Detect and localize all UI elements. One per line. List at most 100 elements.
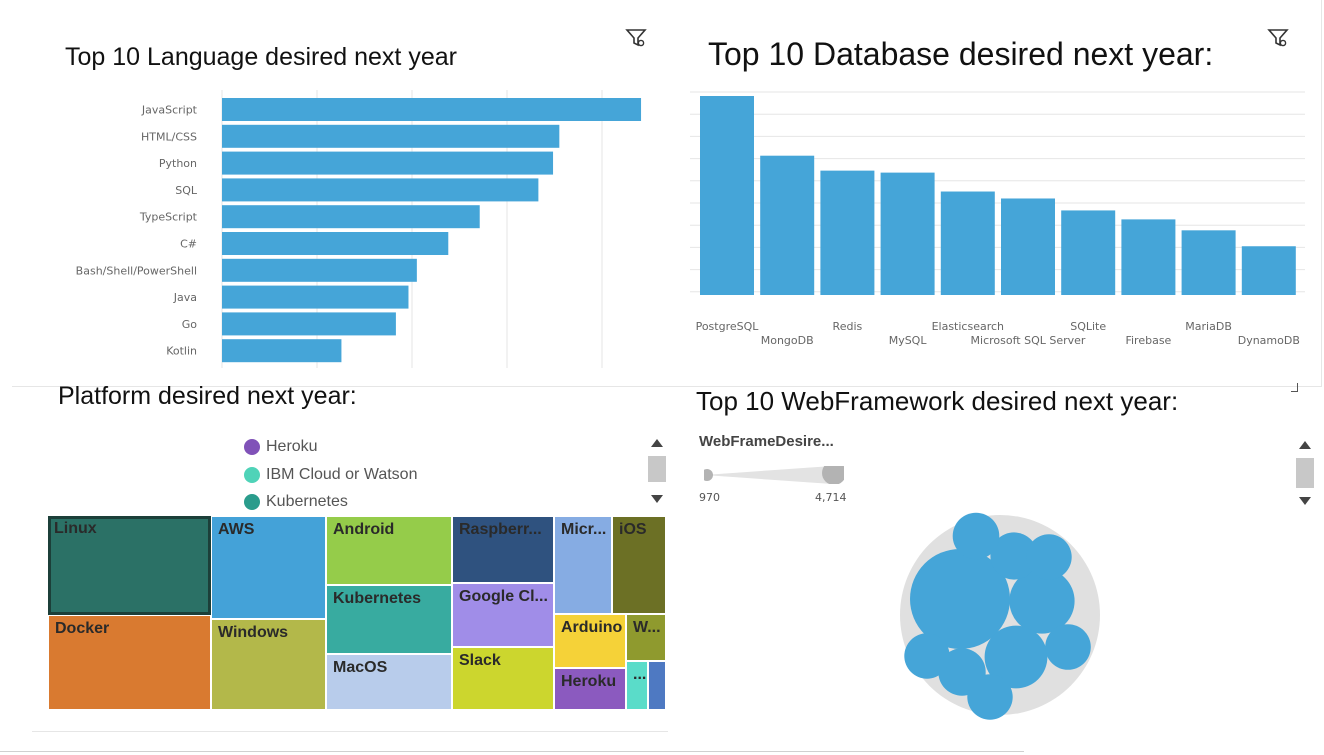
treemap-cell[interactable]: ...	[626, 661, 648, 710]
bar[interactable]	[1001, 198, 1055, 295]
bubble-legend-scrollbar[interactable]	[1295, 432, 1315, 512]
category-label: MongoDB	[761, 334, 814, 347]
treemap-cell[interactable]: Heroku	[554, 668, 626, 710]
scroll-up-icon[interactable]	[1299, 441, 1311, 449]
category-label: C#	[180, 238, 197, 251]
bar[interactable]	[1121, 219, 1176, 295]
scroll-thumb[interactable]	[1296, 458, 1314, 488]
platform-legend: Heroku IBM Cloud or Watson Kubernetes	[244, 436, 644, 512]
bubble[interactable]	[952, 512, 1000, 560]
treemap-cell[interactable]: Slack	[452, 647, 554, 710]
database-chart-title: Top 10 Database desired next year:	[708, 36, 1214, 72]
platform-treemap: Linux Docker AWS Windows Android Kubernetes Ma…	[48, 516, 666, 710]
expand-corner-icon[interactable]	[1291, 383, 1298, 392]
size-legend-max-handle	[822, 466, 844, 484]
bubble[interactable]	[984, 625, 1048, 689]
scroll-up-icon[interactable]	[651, 439, 663, 447]
bubble[interactable]	[904, 633, 950, 679]
treemap-cell[interactable]: Kubernetes	[326, 585, 452, 654]
language-bar-chart: JavaScript HTML/CSS Python SQL TypeScript C# B…	[76, 90, 642, 368]
bubble[interactable]	[967, 674, 1013, 720]
bar[interactable]	[222, 339, 342, 363]
category-label: Bash/Shell/PowerShell	[76, 264, 197, 277]
size-legend-min: 970	[699, 491, 720, 504]
category-label: PostgreSQL	[696, 320, 760, 333]
legend-item-ibm-cloud[interactable]: IBM Cloud or Watson	[244, 464, 417, 486]
category-label: Firebase	[1125, 334, 1171, 347]
bar[interactable]	[222, 178, 539, 202]
treemap-cell[interactable]: Arduino	[554, 614, 626, 668]
bar[interactable]	[700, 96, 754, 295]
category-label: MariaDB	[1185, 320, 1232, 333]
treemap-cell[interactable]	[648, 661, 666, 710]
bar[interactable]	[222, 124, 560, 148]
treemap-cell[interactable]: Android	[326, 516, 452, 585]
category-label: DynamoDB	[1238, 334, 1300, 347]
category-label: SQL	[175, 184, 198, 197]
treemap-label: AWS	[218, 521, 255, 538]
treemap-label: Windows	[218, 624, 289, 641]
treemap-cell[interactable]: Windows	[211, 619, 326, 710]
category-label: MySQL	[889, 334, 928, 347]
treemap-label: Arduino	[561, 619, 623, 636]
bar[interactable]	[820, 170, 875, 295]
treemap-cell[interactable]: Raspberr...	[452, 516, 554, 583]
treemap-cell[interactable]: iOS	[612, 516, 666, 614]
size-legend-title: WebFrameDesire...	[699, 433, 834, 450]
bar[interactable]	[940, 191, 995, 295]
treemap-cell[interactable]: MacOS	[326, 654, 452, 710]
legend-swatch	[244, 494, 260, 510]
panel-divider	[12, 386, 1322, 387]
bubble[interactable]	[1045, 624, 1091, 670]
bar[interactable]	[1241, 246, 1296, 295]
treemap-label: Kubernetes	[333, 590, 422, 607]
category-label: SQLite	[1070, 320, 1106, 333]
size-legend-max: 4,714	[815, 491, 847, 504]
bubble[interactable]	[1009, 568, 1075, 634]
treemap-label: Docker	[55, 620, 110, 637]
scroll-down-icon[interactable]	[1299, 497, 1311, 505]
category-label: Microsoft SQL Server	[971, 334, 1086, 347]
legend-label: IBM Cloud or Watson	[266, 466, 418, 483]
treemap-label: Heroku	[561, 673, 617, 690]
size-legend-slider[interactable]	[704, 466, 844, 484]
bar[interactable]	[222, 151, 554, 175]
treemap-cell[interactable]: W...	[626, 614, 666, 661]
treemap-label: Raspberr...	[459, 521, 542, 538]
treemap-cell[interactable]: Google Cl...	[452, 583, 554, 647]
scroll-down-icon[interactable]	[651, 495, 663, 503]
bar[interactable]	[222, 285, 409, 309]
bar[interactable]	[880, 172, 935, 295]
bottom-edge	[0, 751, 1024, 752]
bar[interactable]	[222, 312, 396, 336]
bar[interactable]	[760, 155, 815, 295]
bar[interactable]	[1181, 230, 1236, 295]
treemap-cell[interactable]: Micr...	[554, 516, 612, 614]
bar[interactable]	[222, 258, 417, 282]
bar[interactable]	[222, 205, 480, 229]
legend-scrollbar[interactable]	[647, 432, 667, 512]
panel-divider-right	[1321, 0, 1322, 386]
bubble[interactable]	[1026, 534, 1072, 580]
bubble[interactable]	[910, 549, 1010, 649]
bubble[interactable]	[990, 532, 1038, 580]
size-legend-min-handle	[704, 469, 713, 481]
treemap-label: Android	[333, 521, 395, 538]
legend-item-heroku[interactable]: Heroku	[244, 436, 318, 458]
bar[interactable]	[1061, 210, 1116, 295]
category-label: Go	[182, 318, 198, 331]
language-filter-icon[interactable]	[624, 26, 648, 50]
category-label: Java	[173, 291, 197, 304]
legend-item-kubernetes[interactable]: Kubernetes	[244, 491, 348, 513]
treemap-baseline	[32, 731, 668, 732]
bar[interactable]	[222, 98, 642, 121]
database-filter-icon[interactable]	[1266, 26, 1290, 50]
treemap-label: Micr...	[561, 521, 607, 538]
bar[interactable]	[222, 232, 449, 255]
treemap-cell[interactable]: Linux	[48, 516, 211, 615]
treemap-cell[interactable]: AWS	[211, 516, 326, 619]
scroll-thumb[interactable]	[648, 456, 666, 482]
legend-swatch	[244, 467, 260, 483]
treemap-cell[interactable]: Docker	[48, 615, 211, 710]
